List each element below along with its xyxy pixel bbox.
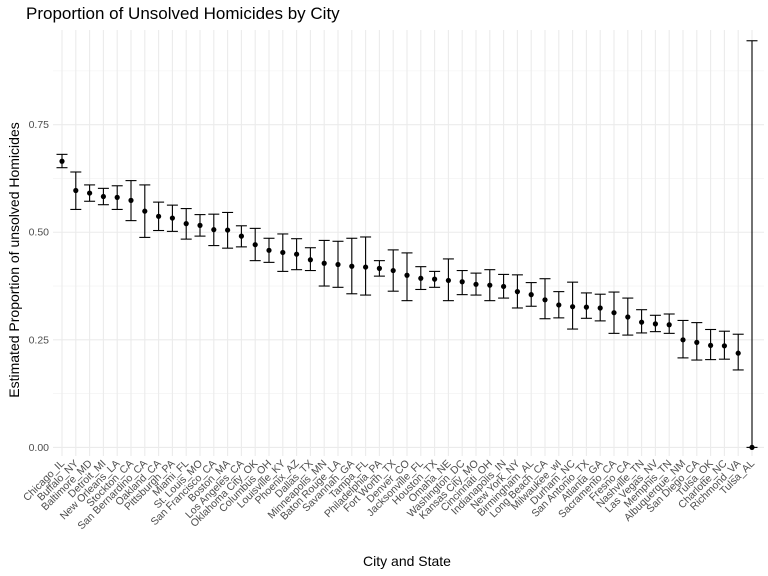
y-tick-label: 0.75	[29, 119, 50, 131]
data-point	[114, 194, 120, 200]
data-point	[708, 342, 714, 349]
data-point	[514, 289, 521, 295]
data-point	[197, 222, 203, 228]
data-point	[321, 260, 327, 266]
data-point	[459, 279, 465, 285]
data-point	[445, 277, 451, 284]
data-point	[556, 302, 562, 308]
data-point	[266, 247, 272, 253]
data-point	[473, 281, 479, 287]
data-point	[363, 264, 369, 270]
data-point	[225, 227, 231, 233]
data-point	[73, 187, 79, 194]
y-tick-label: 0.00	[29, 442, 50, 454]
data-point	[156, 213, 162, 219]
data-point	[721, 343, 728, 349]
data-point	[142, 208, 148, 214]
y-tick-labels: 0.00 0.25 0.50 0.75	[29, 119, 50, 454]
data-point	[404, 272, 410, 278]
data-point	[59, 158, 65, 164]
data-point	[294, 251, 300, 257]
data-point	[390, 267, 396, 274]
data-point	[432, 276, 438, 282]
data-point	[639, 319, 645, 325]
y-tick-label: 0.50	[29, 227, 50, 239]
x-tick-labels: Chicago_ILBuffalo_NYBaltimore_MDDetroit_…	[21, 457, 757, 532]
data-point	[652, 321, 659, 327]
data-point	[307, 257, 313, 263]
data-point	[100, 193, 106, 200]
data-point	[680, 337, 686, 343]
data-point	[666, 322, 672, 328]
data-point	[611, 310, 617, 316]
data-point	[211, 227, 217, 233]
data-point	[487, 282, 493, 288]
data-point	[583, 304, 590, 310]
data-point	[528, 292, 534, 298]
y-tick-label: 0.25	[29, 334, 50, 346]
data-point	[183, 221, 189, 227]
data-point	[280, 249, 286, 256]
data-point	[128, 197, 134, 203]
data-point	[542, 297, 548, 303]
data-point	[349, 263, 355, 269]
data-point	[625, 314, 631, 320]
data-point	[335, 261, 341, 268]
data-point	[735, 350, 741, 356]
data-point	[238, 233, 244, 239]
data-point	[169, 215, 175, 221]
data-point	[597, 305, 603, 311]
data-point	[87, 190, 93, 196]
x-axis-title: City and State	[363, 553, 451, 569]
data-point	[418, 275, 424, 281]
data-point	[694, 339, 700, 345]
data-point	[749, 444, 755, 450]
chart-title: Proportion of Unsolved Homicides by City	[26, 4, 340, 23]
data-point	[252, 242, 258, 248]
data-point	[501, 283, 507, 290]
data-point	[376, 265, 382, 271]
data-point	[570, 304, 576, 310]
data-series	[56, 40, 758, 450]
grid-lines	[53, 30, 764, 456]
